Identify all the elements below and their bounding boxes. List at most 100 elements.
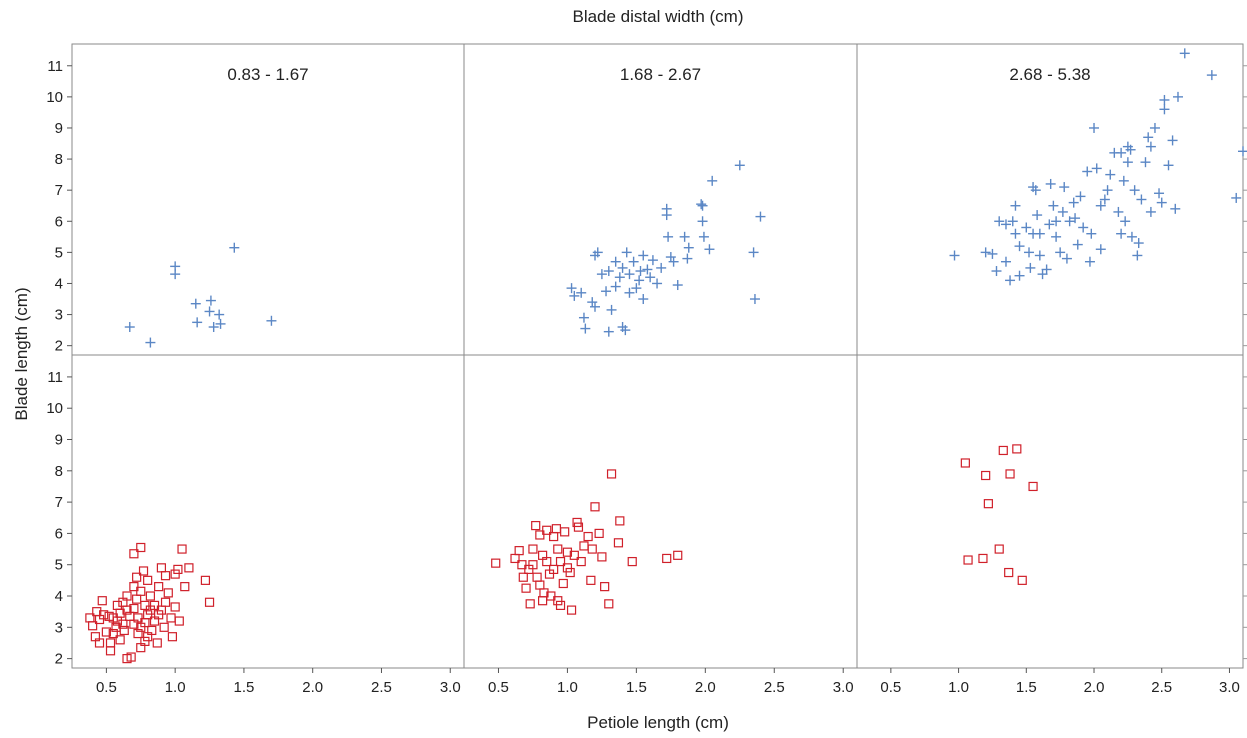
square-point [206, 598, 214, 606]
y-tick-label: 9 [55, 120, 63, 137]
square-point [167, 614, 175, 622]
plus-point [680, 232, 690, 242]
square-point [605, 600, 613, 608]
plus-point [634, 275, 644, 285]
plus-point [1150, 123, 1160, 133]
square-point [628, 558, 636, 566]
plus-point [1046, 179, 1056, 189]
square-point [171, 570, 179, 578]
y-tick-label: 3 [55, 619, 63, 636]
square-point [515, 547, 523, 555]
plus-point [1134, 238, 1144, 248]
plus-point [656, 263, 666, 273]
square-point [566, 569, 574, 577]
plus-point [645, 272, 655, 282]
x-tick-label: 3.0 [833, 679, 854, 696]
plus-point [618, 263, 628, 273]
plus-point [1103, 185, 1113, 195]
plus-point [992, 266, 1002, 276]
plus-point [206, 296, 216, 306]
plus-point [1159, 95, 1169, 105]
x-tick-label: 2.5 [1151, 679, 1172, 696]
plus-point [1207, 70, 1217, 80]
square-point [522, 584, 530, 592]
plus-point [981, 247, 991, 257]
plus-point [1025, 263, 1035, 273]
square-point [529, 545, 537, 553]
square-point [587, 576, 595, 584]
plus-point [607, 305, 617, 315]
plus-point [950, 250, 960, 260]
plus-point [1146, 142, 1156, 152]
plus-point [1238, 146, 1247, 156]
plus-point [1086, 229, 1096, 239]
square-point [162, 572, 170, 580]
square-point [580, 542, 588, 550]
facet-label: 1.68 - 2.67 [620, 65, 701, 84]
square-point [162, 598, 170, 606]
plus-point [1021, 222, 1031, 232]
plus-point [1032, 210, 1042, 220]
plus-point [629, 257, 639, 267]
plus-point [1001, 257, 1011, 267]
plus-point [1015, 241, 1025, 251]
plus-point [696, 199, 706, 209]
plus-point [707, 176, 717, 186]
square-point [1029, 482, 1037, 490]
square-point [663, 554, 671, 562]
square-point [113, 601, 121, 609]
y-tick-label: 10 [46, 89, 63, 106]
plus-point [698, 201, 708, 211]
square-point [178, 545, 186, 553]
plus-point [170, 269, 180, 279]
plus-point [1140, 157, 1150, 167]
y-tick-label: 3 [55, 307, 63, 324]
y-tick-label: 2 [55, 651, 63, 668]
square-point [561, 528, 569, 536]
plus-point [579, 313, 589, 323]
plus-point [663, 232, 673, 242]
panel-frame [72, 44, 464, 355]
y-tick-label: 6 [55, 213, 63, 230]
x-tick-label: 1.5 [626, 679, 647, 696]
square-point [1005, 569, 1013, 577]
plus-point [638, 250, 648, 260]
plus-point [611, 257, 621, 267]
plus-point [1048, 201, 1058, 211]
square-point [98, 597, 106, 605]
x-tick-label: 0.5 [488, 679, 509, 696]
plus-point [587, 297, 597, 307]
square-point [964, 556, 972, 564]
plus-point [1035, 229, 1045, 239]
x-tick-label: 1.0 [165, 679, 186, 696]
y-tick-label: 2 [55, 338, 63, 355]
plus-point [266, 316, 276, 326]
plus-point [1015, 271, 1025, 281]
square-point [598, 553, 606, 561]
plus-point [601, 286, 611, 296]
square-point [568, 606, 576, 614]
panel-frame [464, 355, 857, 668]
square-point [616, 517, 624, 525]
square-point [584, 533, 592, 541]
plus-point [1132, 250, 1142, 260]
plus-point [1231, 193, 1241, 203]
plus-point [1119, 176, 1129, 186]
square-point [614, 539, 622, 547]
plus-point [755, 212, 765, 222]
x-tick-label: 1.0 [948, 679, 969, 696]
square-point [961, 459, 969, 467]
plus-point [1035, 250, 1045, 260]
panel-frame [857, 44, 1243, 355]
plus-point [192, 317, 202, 327]
y-tick-label: 4 [55, 275, 63, 292]
plus-point [1096, 244, 1106, 254]
plus-point [1180, 48, 1190, 58]
square-point [588, 545, 596, 553]
plus-point [1092, 163, 1102, 173]
y-tick-label: 5 [55, 557, 63, 574]
square-point [146, 592, 154, 600]
panel-frame [464, 44, 857, 355]
y-tick-label: 9 [55, 432, 63, 449]
plus-point [590, 302, 600, 312]
